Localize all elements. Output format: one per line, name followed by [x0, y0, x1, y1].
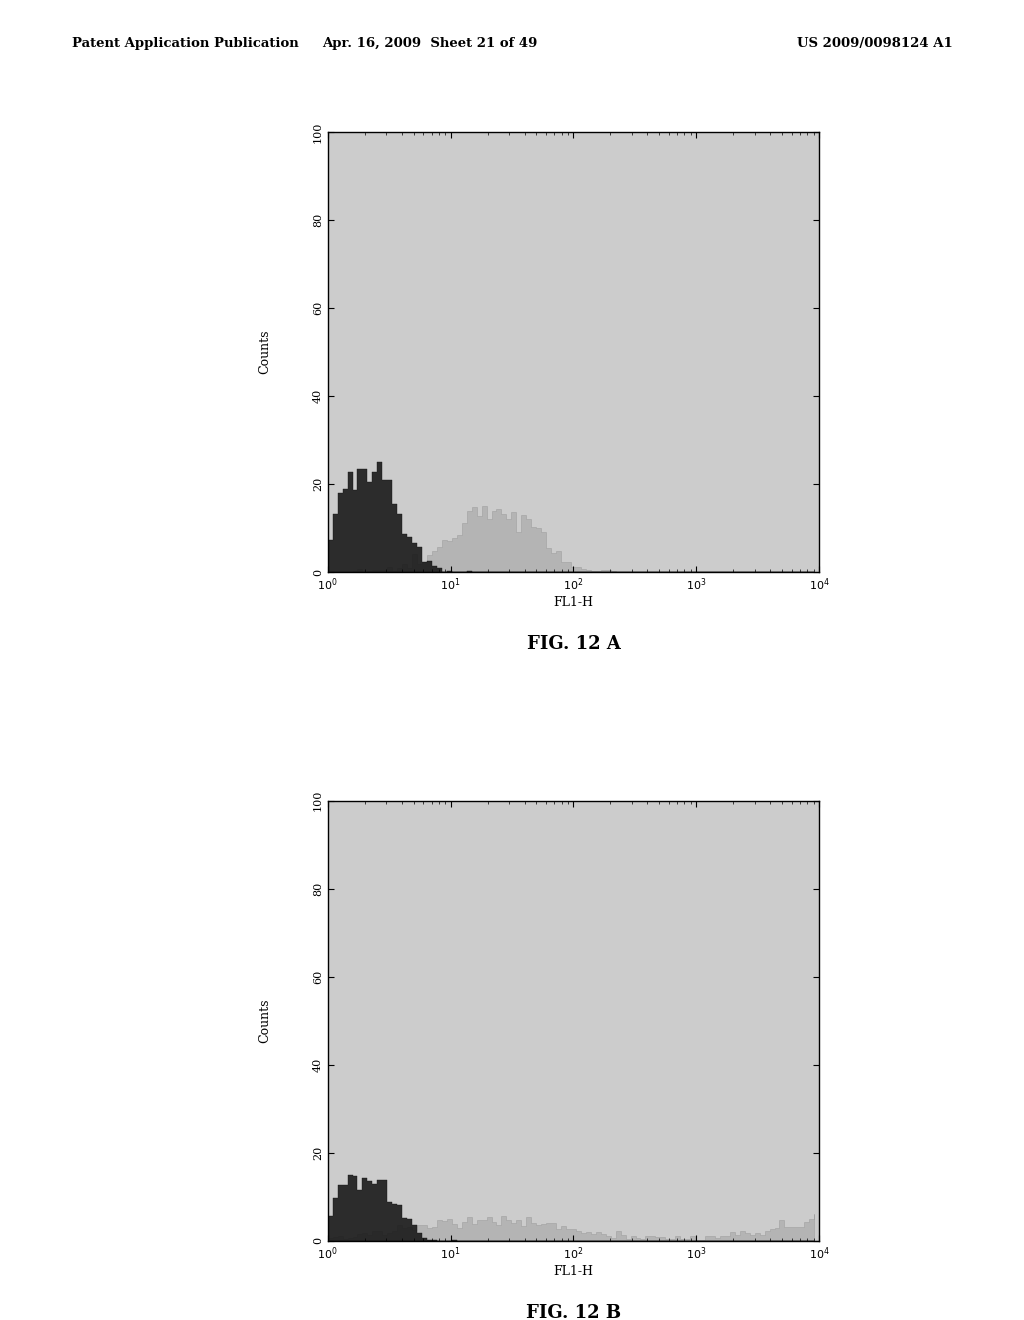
Y-axis label: Counts: Counts [258, 998, 271, 1043]
Y-axis label: Counts: Counts [258, 330, 271, 375]
Text: Patent Application Publication: Patent Application Publication [72, 37, 298, 50]
Text: FIG. 12 A: FIG. 12 A [526, 635, 621, 653]
X-axis label: FL1-H: FL1-H [553, 597, 594, 610]
Text: Apr. 16, 2009  Sheet 21 of 49: Apr. 16, 2009 Sheet 21 of 49 [323, 37, 538, 50]
X-axis label: FL1-H: FL1-H [553, 1265, 594, 1278]
Text: US 2009/0098124 A1: US 2009/0098124 A1 [797, 37, 952, 50]
Text: FIG. 12 B: FIG. 12 B [526, 1304, 621, 1320]
